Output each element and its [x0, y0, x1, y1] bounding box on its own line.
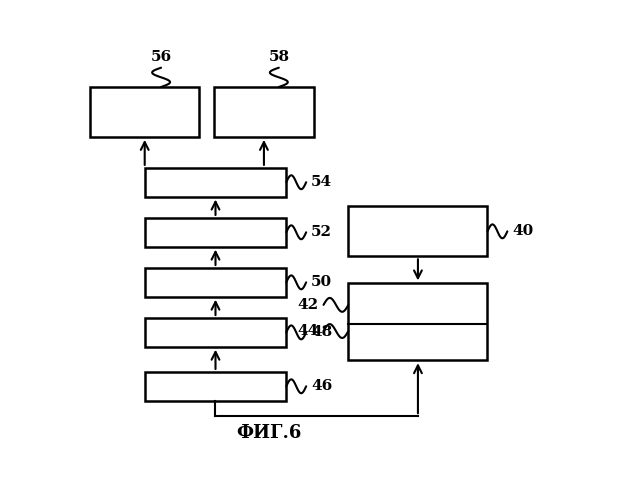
Bar: [145, 168, 287, 196]
Text: 58: 58: [269, 50, 289, 64]
Bar: [349, 284, 488, 360]
Bar: [145, 268, 287, 297]
Bar: [349, 206, 488, 256]
Bar: [214, 87, 313, 137]
Text: 54: 54: [311, 175, 332, 189]
Bar: [145, 318, 287, 347]
Text: 52: 52: [311, 226, 332, 239]
Bar: [145, 218, 287, 246]
Text: 50: 50: [311, 276, 332, 289]
Text: 48: 48: [311, 326, 333, 340]
Text: 44: 44: [297, 324, 319, 338]
Bar: [90, 87, 199, 137]
Text: 46: 46: [311, 380, 333, 394]
Bar: [145, 372, 287, 400]
Text: 56: 56: [151, 50, 172, 64]
Text: 40: 40: [512, 224, 533, 238]
Text: ФИГ.6: ФИГ.6: [237, 424, 301, 442]
Text: 42: 42: [297, 298, 319, 312]
